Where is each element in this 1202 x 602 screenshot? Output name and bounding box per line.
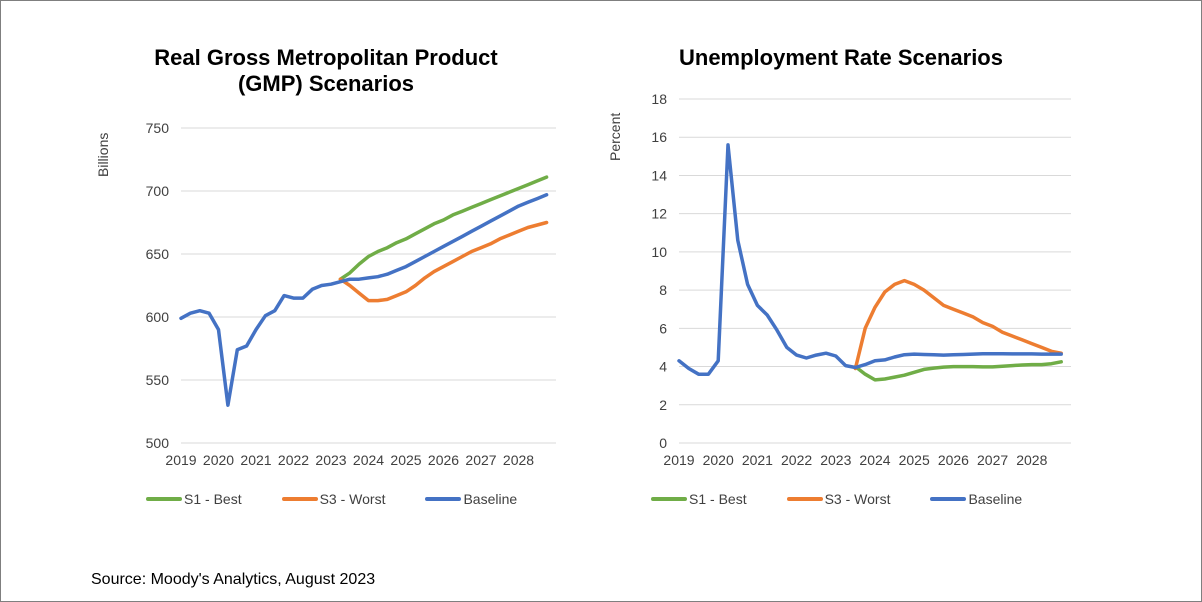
gmp-legend-label: S1 - Best	[184, 491, 242, 507]
gmp-y-tick-label: 700	[146, 183, 170, 199]
unemployment-y-tick-label: 10	[651, 244, 667, 260]
gmp-plot-area: 500 550 600 650 700 750 2019 2020 2021 2022 2023 20…	[146, 120, 556, 468]
gmp-x-tick-label: 2021	[240, 452, 271, 468]
gmp-legend-item: S1 - Best	[146, 491, 242, 507]
gmp-y-tick-label: 500	[146, 435, 170, 451]
gmp-y-tick-label: 550	[146, 372, 170, 388]
unemployment-x-tick-label: 2022	[781, 452, 812, 468]
unemployment-legend-label: S3 - Worst	[824, 491, 891, 507]
gmp-legend: S1 - Best S3 - Worst Baseline	[146, 491, 517, 507]
unemployment-plot-area: 0 2 4 6 8 10 12 14 16 18 2019 2020 2021 2022 2023 2024 2…	[651, 91, 1071, 468]
unemployment-x-tick-label: 2025	[899, 452, 930, 468]
gmp-x-tick-label: 2024	[353, 452, 384, 468]
unemployment-y-tick-label: 0	[659, 435, 667, 451]
gmp-legend-swatch	[281, 497, 318, 501]
gmp-legend-label: S3 - Worst	[319, 491, 386, 507]
gmp-x-tick-label: 2028	[503, 452, 534, 468]
unemployment-chart-title: Unemployment Rate Scenarios	[679, 45, 1003, 70]
unemployment-y-tick-label: 6	[659, 320, 667, 336]
gmp-chart-title: Real Gross Metropolitan Product (GMP) Sc…	[154, 45, 498, 96]
unemployment-x-tick-label: 2024	[859, 452, 890, 468]
unemployment-legend: S1 - Best S3 - Worst Baseline	[651, 491, 1022, 507]
gmp-y-tick-label: 750	[146, 120, 170, 136]
unemployment-series-line-baseline	[677, 143, 1063, 376]
gmp-legend-label: Baseline	[463, 491, 518, 507]
unemployment-legend-swatch	[651, 497, 687, 501]
unemployment-legend-item: S1 - Best	[651, 491, 747, 507]
gmp-x-tick-label: 2025	[390, 452, 421, 468]
unemployment-x-tick-label: 2026	[938, 452, 969, 468]
gmp-legend-swatch	[146, 497, 182, 501]
gmp-legend-item: S3 - Worst	[281, 491, 386, 507]
unemployment-y-tick-label: 8	[659, 282, 667, 298]
gmp-series-line-baseline	[179, 193, 549, 407]
unemployment-x-tick-label: 2019	[663, 452, 694, 468]
unemployment-legend-item: Baseline	[930, 491, 1022, 507]
unemployment-legend-label: Baseline	[968, 491, 1023, 507]
unemployment-series-line-s3-worst	[853, 278, 1063, 371]
gmp-x-tick-label: 2022	[278, 452, 309, 468]
unemployment-legend-swatch	[786, 497, 823, 501]
unemployment-y-tick-label: 2	[659, 397, 667, 413]
gmp-x-tick-label: 2019	[165, 452, 196, 468]
unemployment-series-line-s1-best	[853, 360, 1063, 382]
gmp-series-line-s1-best	[338, 175, 549, 281]
gmp-series-line-s3-worst	[338, 220, 549, 303]
gmp-x-tick-label: 2023	[315, 452, 346, 468]
unemployment-x-tick-label: 2028	[1016, 452, 1047, 468]
unemployment-x-tick-label: 2020	[703, 452, 734, 468]
gmp-legend-swatch	[425, 497, 462, 501]
gmp-legend-item: Baseline	[425, 491, 517, 507]
unemployment-y-tick-label: 16	[651, 129, 667, 145]
unemployment-y-tick-label: 12	[651, 206, 667, 222]
unemployment-y-tick-label: 4	[659, 359, 667, 375]
unemployment-legend-label: S1 - Best	[689, 491, 747, 507]
unemployment-y-tick-label: 14	[651, 167, 667, 183]
unemployment-legend-swatch	[930, 497, 967, 501]
unemployment-x-tick-label: 2021	[742, 452, 773, 468]
gmp-y-tick-label: 650	[146, 246, 170, 262]
unemployment-x-tick-label: 2027	[977, 452, 1008, 468]
gmp-x-tick-label: 2020	[203, 452, 234, 468]
gmp-x-tick-label: 2027	[465, 452, 496, 468]
unemployment-legend-item: S3 - Worst	[786, 491, 891, 507]
gmp-y-tick-label: 600	[146, 309, 170, 325]
unemployment-x-tick-label: 2023	[820, 452, 851, 468]
source-note: Source: Moody's Analytics, August 2023	[91, 571, 376, 588]
gmp-x-tick-label: 2026	[428, 452, 459, 468]
gmp-chart: Real Gross Metropolitan Product (GMP) Sc…	[91, 1, 561, 521]
unemployment-y-tick-label: 18	[651, 91, 667, 107]
